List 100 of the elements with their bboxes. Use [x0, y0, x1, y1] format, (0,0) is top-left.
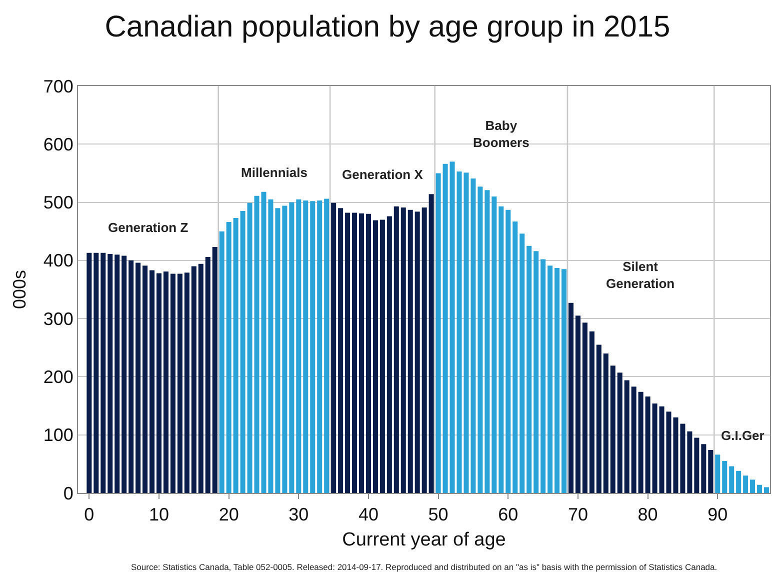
y-tick-label: 700	[43, 76, 74, 96]
bar	[380, 220, 385, 493]
bar	[561, 269, 567, 493]
bar	[736, 470, 742, 493]
bar	[750, 480, 756, 493]
x-tick-label: 70	[568, 504, 588, 525]
bar	[638, 392, 644, 493]
bar	[484, 190, 490, 493]
y-tick-label: 100	[43, 425, 74, 446]
bar	[428, 194, 434, 493]
bar	[610, 366, 616, 493]
bar	[743, 476, 748, 493]
chart-title: Canadian population by age group in 2015	[104, 10, 670, 44]
bar	[757, 484, 762, 493]
bar	[617, 372, 622, 493]
bar	[136, 262, 141, 493]
bar	[582, 322, 588, 493]
bar	[436, 173, 441, 493]
y-tick-label: 600	[43, 134, 74, 154]
y-tick-label: 200	[43, 367, 74, 388]
annotation: Millennials	[241, 165, 308, 180]
bar	[708, 450, 714, 493]
x-tick-label: 20	[218, 504, 239, 525]
bar	[492, 196, 497, 493]
bar	[198, 264, 204, 493]
bar	[310, 201, 316, 493]
bar	[163, 271, 168, 493]
bar	[506, 210, 511, 493]
bar	[100, 252, 106, 493]
bar	[282, 206, 288, 493]
bar	[422, 208, 427, 493]
bar	[233, 218, 238, 493]
bar	[450, 162, 455, 493]
y-tick-label: 0	[63, 483, 74, 504]
bar	[624, 380, 630, 493]
bar	[366, 214, 371, 493]
bar	[520, 234, 525, 493]
bar	[414, 212, 420, 493]
bar	[548, 266, 553, 493]
bar	[498, 206, 504, 493]
bar	[94, 252, 99, 493]
annotation: Generation Z	[108, 220, 188, 235]
bar	[372, 220, 378, 493]
bar	[722, 461, 728, 493]
bar	[331, 202, 336, 493]
bar	[296, 199, 302, 493]
bar	[205, 256, 210, 493]
bar	[729, 466, 734, 493]
annotation: Silent Generation	[606, 259, 675, 291]
bar	[184, 272, 190, 493]
bar	[512, 221, 518, 493]
bar	[554, 268, 560, 493]
bar	[324, 198, 330, 493]
x-tick-label: 0	[84, 504, 94, 525]
bar	[715, 454, 720, 493]
bar	[568, 302, 574, 493]
bar	[338, 208, 344, 493]
x-tick-label: 60	[498, 504, 518, 525]
bar	[219, 231, 224, 493]
bar	[575, 316, 580, 493]
bar	[694, 438, 700, 493]
bar	[534, 251, 539, 493]
bar	[345, 212, 350, 493]
bar	[540, 259, 546, 493]
bar	[156, 273, 162, 493]
x-tick-label: 10	[148, 504, 170, 525]
bar	[442, 164, 448, 493]
bar	[400, 208, 406, 493]
bar	[86, 252, 92, 493]
bar	[150, 270, 155, 493]
bar	[191, 266, 196, 493]
x-axis-title: Current year of age	[342, 529, 506, 550]
bar	[408, 210, 413, 493]
bar	[764, 487, 770, 493]
x-tick-label: 30	[288, 504, 309, 525]
annotation: Generation X	[342, 167, 424, 182]
bar	[247, 202, 252, 493]
bar	[170, 274, 176, 493]
annotation: G.I.Ger	[721, 428, 764, 443]
bar	[114, 254, 120, 493]
y-tick-label: 500	[43, 192, 74, 213]
bar	[478, 186, 483, 493]
bar	[631, 386, 636, 493]
bar	[317, 200, 322, 493]
bar	[275, 208, 280, 493]
bar	[652, 403, 658, 493]
bar	[303, 200, 308, 493]
x-tick-label: 90	[708, 504, 728, 525]
bar	[226, 222, 232, 493]
bar	[122, 256, 127, 493]
bar	[108, 254, 113, 493]
bar	[289, 202, 294, 493]
bar	[177, 274, 182, 493]
bar	[645, 396, 650, 493]
bar	[526, 246, 532, 493]
bar	[394, 206, 399, 493]
bar	[687, 431, 692, 493]
bar	[358, 213, 364, 493]
bar	[142, 266, 148, 493]
y-axis-title: 000s	[10, 270, 30, 310]
